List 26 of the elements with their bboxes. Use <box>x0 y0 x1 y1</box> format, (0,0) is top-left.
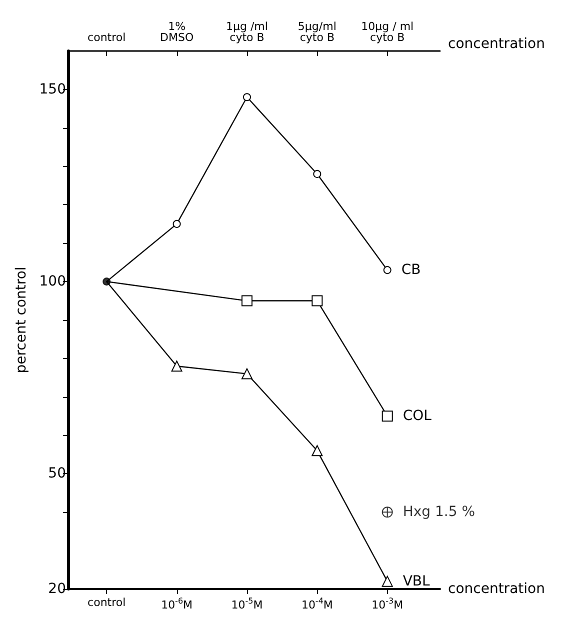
series-label: CB <box>401 262 421 278</box>
series-label: Hxg 1.5 % <box>402 504 476 520</box>
text: 1µg /ml cyto B <box>226 20 268 44</box>
y-tick-label: 50 <box>48 466 66 482</box>
x-tick-label: control <box>88 596 126 609</box>
point <box>313 170 322 178</box>
point <box>171 360 182 372</box>
point <box>383 266 392 274</box>
point <box>382 576 393 587</box>
text: 5µg/ml cyto B <box>298 20 336 44</box>
point <box>242 93 251 102</box>
y-axis-title: percent control <box>13 266 30 374</box>
y-tick-label: 150 <box>39 81 66 98</box>
text: control <box>88 31 126 44</box>
point <box>241 368 252 380</box>
point <box>102 278 111 286</box>
text: 10µg / ml cyto B <box>361 20 414 44</box>
point <box>312 445 323 456</box>
series-label: VBL <box>402 573 430 590</box>
x-axis-title: concentration <box>448 581 545 597</box>
x2-axis-title: concentration <box>448 36 545 52</box>
series-label: COL <box>402 408 432 424</box>
text: 1% DMSO <box>160 20 194 44</box>
y-tick-label: 20 <box>48 581 66 597</box>
point <box>172 220 181 228</box>
y-tick-label: 100 <box>39 274 66 290</box>
